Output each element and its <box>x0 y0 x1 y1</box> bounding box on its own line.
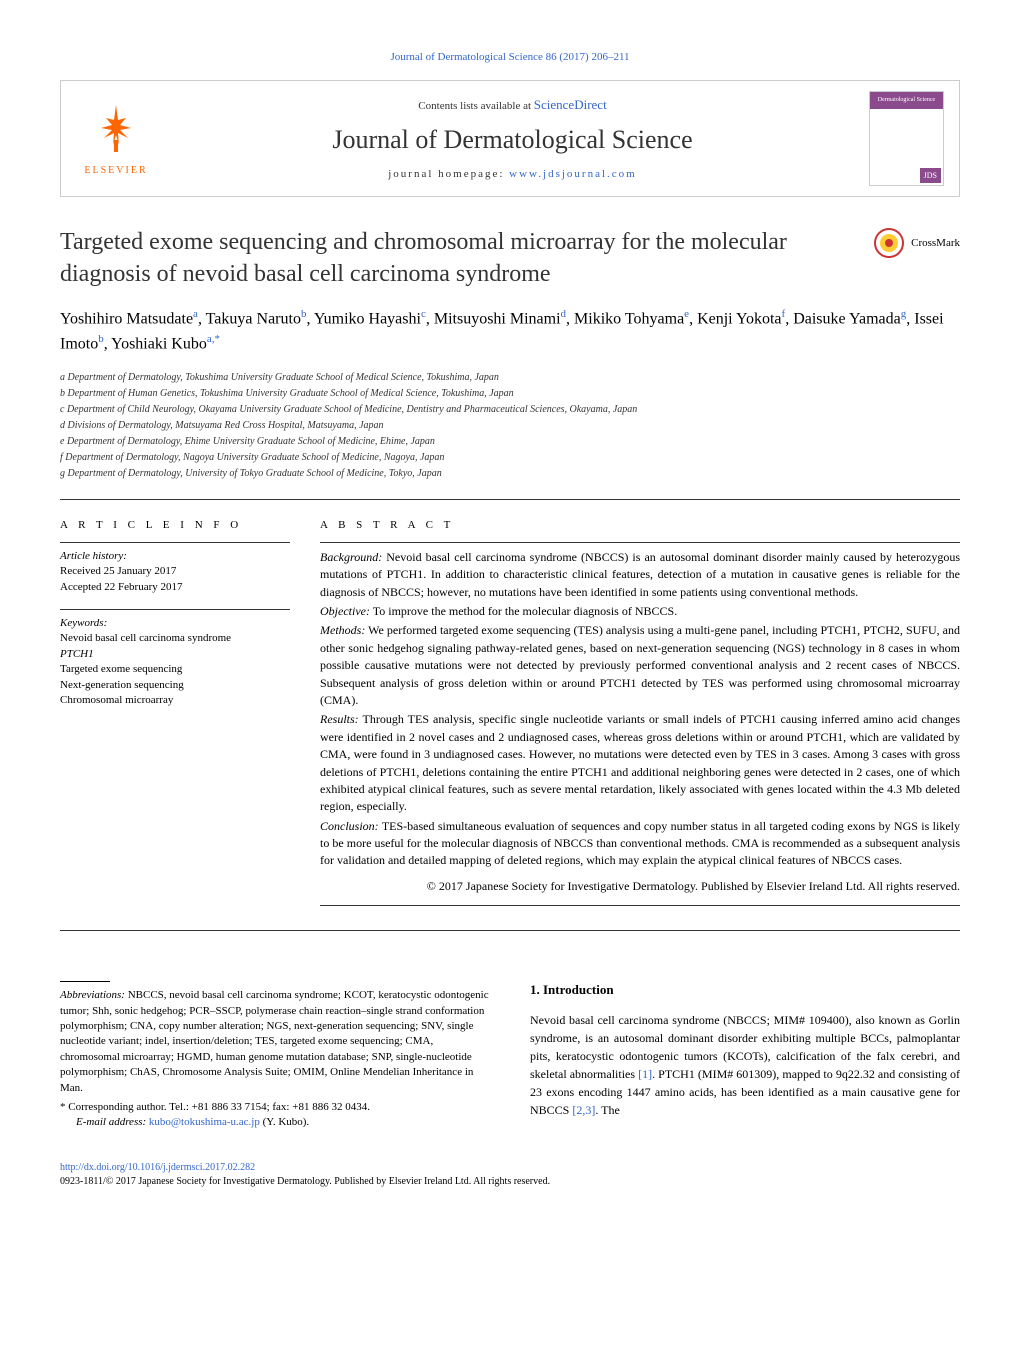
journal-homepage: journal homepage: www.jdsjournal.com <box>156 167 869 182</box>
introduction-column: 1. Introduction Nevoid basal cell carcin… <box>530 981 960 1131</box>
reference-link-1[interactable]: [1] <box>638 1067 652 1081</box>
journal-name: Journal of Dermatological Science <box>156 122 869 158</box>
elsevier-text: ELSEVIER <box>84 164 147 178</box>
elsevier-tree-icon <box>86 100 146 160</box>
citation-header: Journal of Dermatological Science 86 (20… <box>60 50 960 65</box>
email-link[interactable]: kubo@tokushima-u.ac.jp <box>149 1116 260 1128</box>
sciencedirect-link[interactable]: ScienceDirect <box>534 97 607 112</box>
elsevier-logo: ELSEVIER <box>76 94 156 184</box>
abstract-copyright: © 2017 Japanese Society for Investigativ… <box>320 878 960 895</box>
abstract-heading: A B S T R A C T <box>320 518 960 533</box>
reference-link-2-3[interactable]: [2,3] <box>572 1103 595 1117</box>
article-title: Targeted exome sequencing and chromosoma… <box>60 227 853 289</box>
journal-cover-thumbnail: Dermatological Science JDS <box>869 91 944 186</box>
affiliations: a Department of Dermatology, Tokushima U… <box>60 370 960 481</box>
authors-list: Yoshihiro Matsudatea, Takuya Narutob, Yu… <box>60 306 960 357</box>
article-info-heading: A R T I C L E I N F O <box>60 518 290 533</box>
crossmark-icon <box>873 227 905 259</box>
footnotes-column: Abbreviations: NBCCS, nevoid basal cell … <box>60 981 490 1131</box>
page-footer: http://dx.doi.org/10.1016/j.jdermsci.201… <box>60 1161 960 1189</box>
abstract: A B S T R A C T Background: Nevoid basal… <box>320 518 960 912</box>
homepage-link[interactable]: www.jdsjournal.com <box>509 168 637 180</box>
doi-link[interactable]: http://dx.doi.org/10.1016/j.jdermsci.201… <box>60 1162 255 1173</box>
crossmark-badge[interactable]: CrossMark <box>873 227 960 259</box>
introduction-heading: 1. Introduction <box>530 981 960 999</box>
article-info-sidebar: A R T I C L E I N F O Article history: R… <box>60 518 290 912</box>
journal-header: ELSEVIER Contents lists available at Sci… <box>60 80 960 197</box>
contents-list-text: Contents lists available at ScienceDirec… <box>156 96 869 114</box>
